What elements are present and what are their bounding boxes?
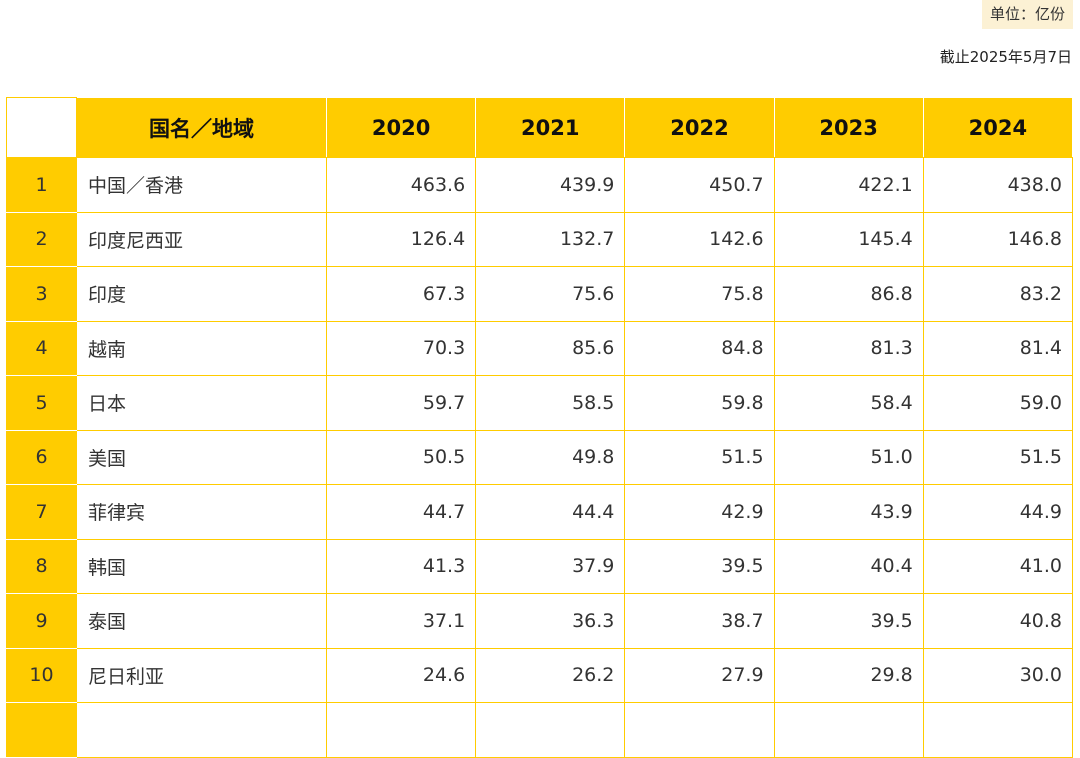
table-row [6, 702, 1074, 758]
country-cell: 日本 [76, 375, 327, 431]
value-cell: 70.3 [325, 320, 477, 376]
rank-cell: 1 [6, 157, 77, 213]
table-row: 1 中国／香港 463.6 439.9 450.7 422.1 438.0 [6, 157, 1074, 213]
rank-cell: 10 [6, 647, 77, 703]
value-cell: 81.3 [773, 320, 924, 376]
value-cell: 42.9 [624, 484, 775, 540]
value-cell: 41.3 [325, 538, 477, 594]
value-cell: 86.8 [773, 266, 924, 322]
value-cell: 84.8 [624, 320, 775, 376]
value-cell: 40.4 [773, 538, 924, 594]
value-cell: 450.7 [624, 157, 775, 213]
value-cell: 49.8 [475, 429, 626, 485]
table-row: 5 日本 59.7 58.5 59.8 58.4 59.0 [6, 375, 1074, 431]
value-cell: 27.9 [624, 647, 775, 703]
value-cell: 85.6 [475, 320, 626, 376]
value-cell: 44.4 [475, 484, 626, 540]
value-cell: 67.3 [325, 266, 477, 322]
value-cell: 126.4 [325, 211, 477, 267]
value-cell: 39.5 [624, 538, 775, 594]
value-cell: 59.8 [624, 375, 775, 431]
rank-cell [6, 702, 77, 758]
country-cell: 印度尼西亚 [76, 211, 327, 267]
unit-label: 单位：亿份 [981, 0, 1073, 29]
value-cell: 132.7 [475, 211, 626, 267]
rank-cell: 2 [6, 211, 77, 267]
rank-cell: 3 [6, 266, 77, 322]
value-cell: 145.4 [773, 211, 924, 267]
value-cell: 142.6 [624, 211, 775, 267]
table-row: 9 泰国 37.1 36.3 38.7 39.5 40.8 [6, 593, 1074, 649]
country-cell: 尼日利亚 [76, 647, 327, 703]
table-row: 2 印度尼西亚 126.4 132.7 142.6 145.4 146.8 [6, 211, 1074, 267]
value-cell: 463.6 [325, 157, 477, 213]
table-row: 4 越南 70.3 85.6 84.8 81.3 81.4 [6, 320, 1074, 376]
value-cell: 50.5 [325, 429, 477, 485]
country-cell: 越南 [76, 320, 327, 376]
value-cell: 146.8 [922, 211, 1074, 267]
country-header: 国名／地域 [76, 97, 327, 158]
year-header: 2020 [325, 97, 477, 158]
value-cell: 44.7 [325, 484, 477, 540]
country-cell: 中国／香港 [76, 157, 327, 213]
value-cell [325, 702, 477, 758]
table-row: 10 尼日利亚 24.6 26.2 27.9 29.8 30.0 [6, 647, 1074, 703]
value-cell: 59.0 [922, 375, 1074, 431]
value-cell: 37.1 [325, 593, 477, 649]
value-cell: 43.9 [773, 484, 924, 540]
rank-cell: 7 [6, 484, 77, 540]
value-cell [624, 702, 775, 758]
value-cell: 422.1 [773, 157, 924, 213]
value-cell: 58.4 [773, 375, 924, 431]
year-header: 2024 [922, 97, 1074, 158]
header-row: 国名／地域 2020 2021 2022 2023 2024 [6, 97, 1074, 158]
country-cell: 印度 [76, 266, 327, 322]
table-row: 7 菲律宾 44.7 44.4 42.9 43.9 44.9 [6, 484, 1074, 540]
value-cell: 81.4 [922, 320, 1074, 376]
table-row: 3 印度 67.3 75.6 75.8 86.8 83.2 [6, 266, 1074, 322]
consumption-table: 国名／地域 2020 2021 2022 2023 2024 1 中国／香港 463.6 43… [6, 97, 1074, 758]
value-cell: 439.9 [475, 157, 626, 213]
value-cell [475, 702, 626, 758]
country-cell: 泰国 [76, 593, 327, 649]
table-row: 6 美国 50.5 49.8 51.5 51.0 51.5 [6, 429, 1074, 485]
rank-cell: 8 [6, 538, 77, 594]
value-cell: 438.0 [922, 157, 1074, 213]
value-cell: 38.7 [624, 593, 775, 649]
year-header: 2023 [773, 97, 924, 158]
rank-cell: 5 [6, 375, 77, 431]
year-header: 2021 [475, 97, 626, 158]
value-cell: 58.5 [475, 375, 626, 431]
value-cell [922, 702, 1074, 758]
value-cell [773, 702, 924, 758]
rank-header [6, 97, 77, 158]
country-cell: 菲律宾 [76, 484, 327, 540]
country-cell: 韩国 [76, 538, 327, 594]
value-cell: 36.3 [475, 593, 626, 649]
value-cell: 26.2 [475, 647, 626, 703]
value-cell: 30.0 [922, 647, 1074, 703]
country-cell [76, 702, 327, 758]
value-cell: 83.2 [922, 266, 1074, 322]
rank-cell: 4 [6, 320, 77, 376]
value-cell: 41.0 [922, 538, 1074, 594]
value-cell: 37.9 [475, 538, 626, 594]
table-row: 8 韩国 41.3 37.9 39.5 40.4 41.0 [6, 538, 1074, 594]
rank-cell: 9 [6, 593, 77, 649]
value-cell: 75.6 [475, 266, 626, 322]
value-cell: 24.6 [325, 647, 477, 703]
value-cell: 40.8 [922, 593, 1074, 649]
rank-cell: 6 [6, 429, 77, 485]
value-cell: 51.5 [922, 429, 1074, 485]
value-cell: 39.5 [773, 593, 924, 649]
country-cell: 美国 [76, 429, 327, 485]
value-cell: 75.8 [624, 266, 775, 322]
year-header: 2022 [624, 97, 775, 158]
value-cell: 59.7 [325, 375, 477, 431]
value-cell: 51.0 [773, 429, 924, 485]
value-cell: 29.8 [773, 647, 924, 703]
value-cell: 51.5 [624, 429, 775, 485]
value-cell: 44.9 [922, 484, 1074, 540]
as-of-date: 截止2025年5月7日 [939, 48, 1072, 66]
